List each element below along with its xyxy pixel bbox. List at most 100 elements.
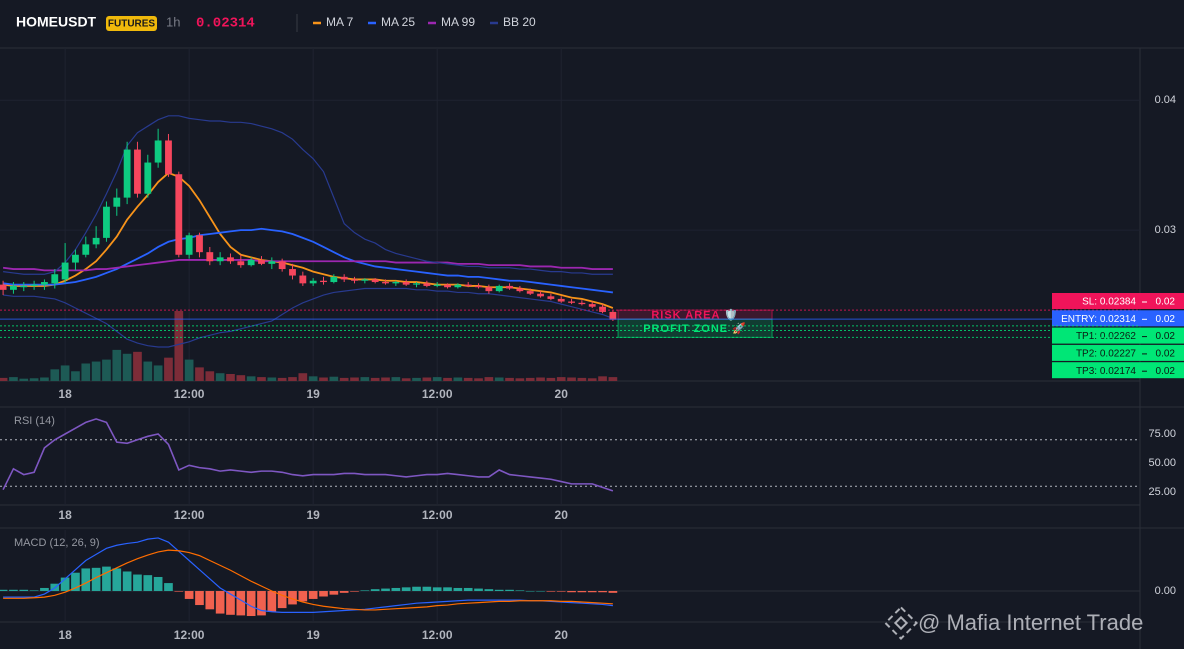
volume-bar xyxy=(412,377,421,381)
volume-bar xyxy=(463,377,473,381)
volume-bar xyxy=(339,377,349,381)
level-badge xyxy=(1052,362,1184,379)
histogram-bar xyxy=(215,591,225,614)
histogram-bar xyxy=(432,587,442,592)
histogram-bar xyxy=(288,591,297,605)
level-axis-label: 0.02 xyxy=(1156,349,1176,360)
watermark-text: @ Mafia Internet Trade xyxy=(918,610,1143,635)
y-tick-label: 0.04 xyxy=(1155,94,1176,106)
y-tick-label: 25.00 xyxy=(1148,486,1176,498)
histogram-bar xyxy=(298,591,308,602)
level-label: ENTRY: 0.02314 xyxy=(1061,314,1136,325)
volume-bar xyxy=(81,363,91,381)
histogram-bar xyxy=(19,589,29,592)
panel-title: RSI (14) xyxy=(14,415,55,427)
level-axis-label: 0.02 xyxy=(1156,331,1176,342)
histogram-bar xyxy=(494,589,504,592)
volume-bar xyxy=(298,373,308,381)
candle-body xyxy=(382,282,389,284)
volume-bar xyxy=(122,353,132,381)
zone-label: PROFIT ZONE 🚀 xyxy=(643,322,747,335)
histogram-bar xyxy=(308,591,318,599)
histogram-bar xyxy=(122,571,132,592)
histogram-bar xyxy=(246,591,256,617)
x-tick-label: 20 xyxy=(555,628,569,642)
histogram-bar xyxy=(329,591,339,595)
histogram-bar xyxy=(587,591,597,593)
volume-bar xyxy=(350,377,359,381)
rsi-line xyxy=(2,418,614,492)
level-axis-label: 0.02 xyxy=(1156,366,1176,377)
level-badge xyxy=(1052,327,1184,344)
volume-bar xyxy=(567,377,576,381)
candle-body xyxy=(568,301,575,303)
volume-bar xyxy=(236,375,246,381)
histogram-bar xyxy=(474,588,483,592)
candle-body xyxy=(227,257,234,262)
histogram-bar xyxy=(484,589,494,592)
volume-bar xyxy=(164,357,173,381)
candle-body xyxy=(526,291,534,294)
histogram-bar xyxy=(102,566,111,592)
histogram-bar xyxy=(463,587,473,592)
candle-body xyxy=(237,261,245,266)
candle-body xyxy=(433,284,441,286)
histogram-bar xyxy=(443,587,452,592)
histogram-bar xyxy=(153,576,163,592)
candle-body xyxy=(413,283,420,285)
candle-body xyxy=(196,235,203,253)
volume-bar xyxy=(515,378,525,381)
candle-body xyxy=(547,296,555,299)
histogram-bar xyxy=(319,591,328,597)
volume-bar xyxy=(60,365,70,381)
histogram-bar xyxy=(184,591,194,599)
x-tick-label: 20 xyxy=(555,508,569,522)
volume-bar xyxy=(401,378,411,381)
candle-body xyxy=(103,206,110,238)
volume-bar xyxy=(319,377,328,381)
histogram-bar xyxy=(29,590,39,592)
histogram-bar xyxy=(226,591,235,615)
volume-bar xyxy=(494,377,504,381)
candle-body xyxy=(72,254,79,263)
watermark: @ Mafia Internet Trade xyxy=(884,606,1143,640)
volume-bar xyxy=(50,369,60,381)
candle-body xyxy=(144,162,152,194)
histogram-bar xyxy=(370,589,380,592)
x-tick-label: 12:00 xyxy=(422,387,453,401)
histogram-bar xyxy=(71,572,80,592)
badge: FUTURES xyxy=(108,19,156,30)
candle-body xyxy=(185,235,193,255)
level-label: TP3: 0.02174 xyxy=(1076,366,1136,377)
candle-body xyxy=(289,269,296,276)
histogram-bar xyxy=(391,587,401,592)
histogram-bar xyxy=(143,575,153,592)
candle-body xyxy=(268,261,276,264)
volume-bar xyxy=(308,376,318,381)
histogram-bar xyxy=(60,577,70,592)
level-label: TP1: 0.02262 xyxy=(1076,331,1136,342)
y-tick-label: 75.00 xyxy=(1148,428,1176,440)
x-tick-label: 19 xyxy=(306,628,320,642)
y-tick-label: 0.03 xyxy=(1155,224,1176,236)
candle-body xyxy=(0,284,7,290)
volume-bar xyxy=(525,377,535,381)
level-badge xyxy=(1052,293,1184,309)
candle-body xyxy=(609,311,617,320)
histogram-bar xyxy=(556,591,566,592)
candle-body xyxy=(92,237,100,245)
volume-bar xyxy=(226,374,235,381)
legend-label: BB 20 xyxy=(503,15,536,29)
histogram-bar xyxy=(267,591,277,612)
volume-bar xyxy=(453,377,463,381)
x-tick-label: 18 xyxy=(58,628,72,642)
candle-body xyxy=(516,288,524,292)
legend-label: MA 99 xyxy=(441,15,475,29)
candle-body xyxy=(134,149,141,194)
level-axis-label: 0.02 xyxy=(1156,314,1176,325)
legend-label: MA 25 xyxy=(381,15,415,29)
candle-body xyxy=(206,252,214,262)
histogram-bar xyxy=(525,591,535,592)
